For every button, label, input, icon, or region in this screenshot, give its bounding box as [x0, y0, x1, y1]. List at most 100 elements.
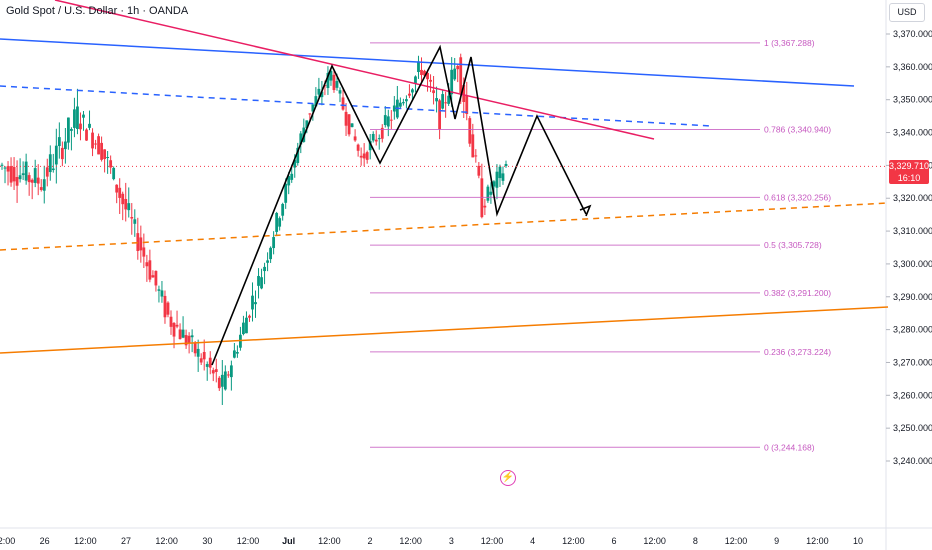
candle-body [97, 136, 100, 155]
y-tick-label: 3,370.000 [893, 29, 932, 39]
y-tick-label: 3,310.000 [893, 226, 932, 236]
candle-body [24, 161, 28, 181]
x-tick-label: 12:00 [806, 536, 829, 546]
currency-selector[interactable]: USD [889, 3, 925, 22]
candle-body [392, 105, 396, 112]
x-tick-label: 3 [449, 536, 454, 546]
fib-level-label: 0.618 (3,320.256) [764, 192, 831, 202]
candle-body [272, 237, 276, 249]
candle-body [441, 94, 445, 109]
candle-body [278, 218, 282, 227]
candle-body [175, 324, 179, 327]
y-tick-label: 3,290.000 [893, 292, 932, 302]
y-tick-label: 3,240.000 [893, 456, 932, 466]
candle-body [320, 91, 324, 98]
candle-body [226, 374, 230, 376]
candle-body [232, 350, 236, 358]
candle-body [329, 70, 333, 81]
candle-body [332, 74, 336, 91]
candle-body [453, 68, 457, 80]
x-tick-label: 12:00 [481, 536, 504, 546]
candle-body [308, 113, 312, 115]
symbol-title[interactable]: Gold Spot / U.S. Dollar · 1h · OANDA [6, 5, 189, 17]
candle-body [63, 141, 67, 150]
candle-body [236, 352, 239, 354]
candle-body [106, 157, 110, 159]
candle-body [127, 203, 131, 211]
candle-body [251, 295, 254, 310]
candle-body [254, 302, 257, 305]
candle-body [456, 65, 460, 70]
blue-dashed-line [0, 85, 713, 127]
candle-body [121, 193, 125, 205]
fib-level-label: 0.382 (3,291.200) [764, 288, 831, 298]
candle-body [0, 164, 4, 166]
candle-body [429, 79, 432, 82]
candle-body [417, 61, 420, 73]
candle-body [368, 140, 372, 151]
candle-body [462, 85, 466, 103]
candle-body [157, 289, 161, 291]
y-tick-label: 3,300.000 [893, 259, 932, 269]
candle-body [6, 166, 10, 172]
candle-body [73, 109, 76, 128]
candle-body [184, 335, 188, 346]
candle-body [51, 168, 55, 171]
candle-body [380, 127, 384, 139]
y-tick-label: 3,260.000 [893, 390, 932, 400]
candle-body [504, 164, 508, 167]
candle-body [401, 102, 405, 104]
candle-body [70, 128, 73, 131]
candle-body [350, 123, 354, 128]
candle-body [495, 171, 499, 188]
candle-body [471, 134, 475, 158]
y-tick-label: 3,250.000 [893, 423, 932, 433]
candle-body [492, 181, 496, 187]
candle-body [489, 191, 493, 195]
candle-body [208, 357, 212, 368]
candle-body [85, 129, 88, 141]
x-tick-label: 12:00 [725, 536, 748, 546]
fib-level-label: 0.5 (3,305.728) [764, 240, 822, 250]
candle-body [217, 377, 221, 389]
x-tick-label: 30 [202, 536, 212, 546]
candle-body [145, 262, 149, 267]
candle-body [15, 176, 19, 186]
candle-body [54, 145, 58, 165]
candle-body [245, 317, 248, 334]
candle-body [411, 89, 414, 93]
candle-body [214, 369, 218, 372]
candle-body [269, 247, 272, 260]
x-tick-label: 12:00 [399, 536, 422, 546]
candle-body [353, 136, 357, 141]
x-tick-label: 2 [367, 536, 372, 546]
fib-level-label: 0 (3,244.168) [764, 442, 815, 452]
candle-body [389, 119, 393, 121]
orange-dashed-line [0, 202, 889, 251]
candle-body [414, 76, 417, 85]
x-tick-label: 6 [611, 536, 616, 546]
candle-body [311, 104, 315, 112]
candle-body [169, 316, 173, 327]
candle-body [124, 198, 128, 210]
blue-resistance-line [0, 38, 855, 87]
candle-body [341, 97, 345, 110]
candle-body [398, 102, 402, 107]
candle-body [338, 90, 342, 94]
current-price-value: 3,329.710 [889, 161, 930, 171]
candle-body [229, 365, 233, 378]
lightning-icon[interactable]: ⚡ [500, 470, 516, 486]
candle-body [30, 179, 34, 183]
x-tick-label: 4 [530, 536, 535, 546]
current-price-tag: 3,329.710 16:10 [889, 160, 929, 184]
candle-body [347, 114, 351, 135]
countdown-timer: 16:10 [897, 173, 921, 183]
candle-body [383, 115, 387, 126]
x-tick-label: 10 [853, 536, 863, 546]
candle-body [362, 153, 366, 159]
x-tick-label: 12:00 [562, 536, 585, 546]
candle-body [196, 348, 200, 357]
candle-body [136, 233, 140, 251]
